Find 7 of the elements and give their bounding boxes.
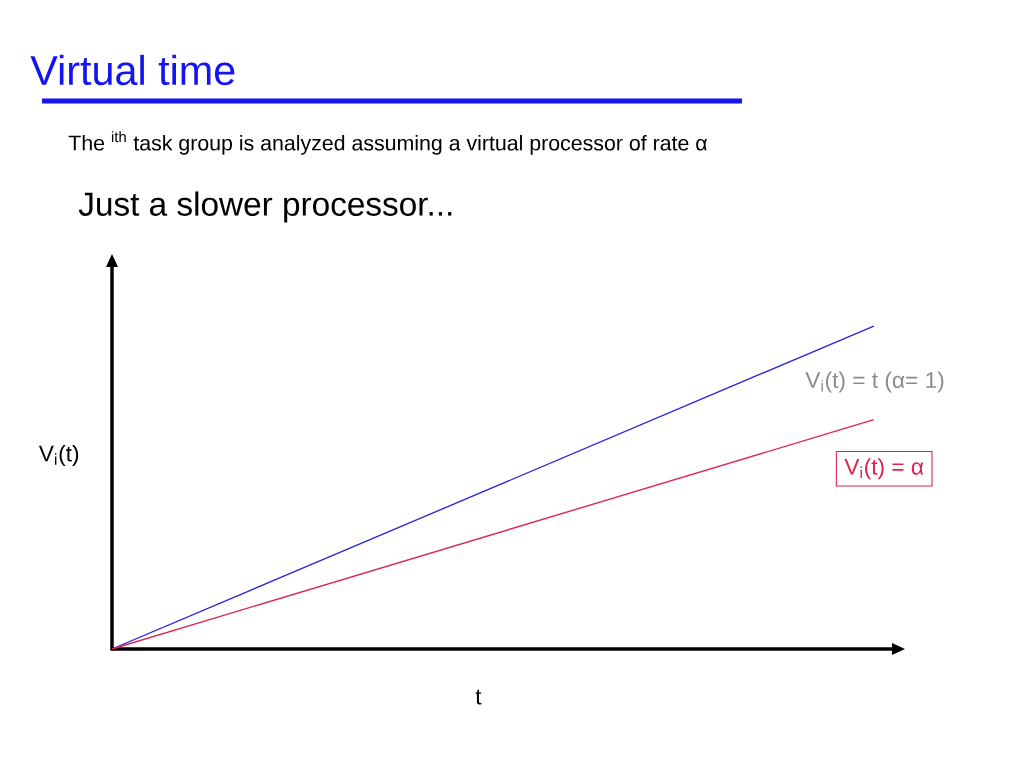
chart-title: Virtual time (30, 54, 235, 86)
chart-subtitle: The $^{ith}$ task group is analyzed assuming a virtual processor of rate α (68, 131, 707, 155)
x-axis-title: t (475, 689, 482, 705)
annotation: V$_{i}$(t) = t (α= 1) (805, 371, 944, 393)
text: Just a slower processor... (78, 191, 452, 223)
y-axis-title: V$_{i}$(t) (38, 444, 79, 466)
series-label: V$_{i}$(t) = α (844, 458, 924, 480)
